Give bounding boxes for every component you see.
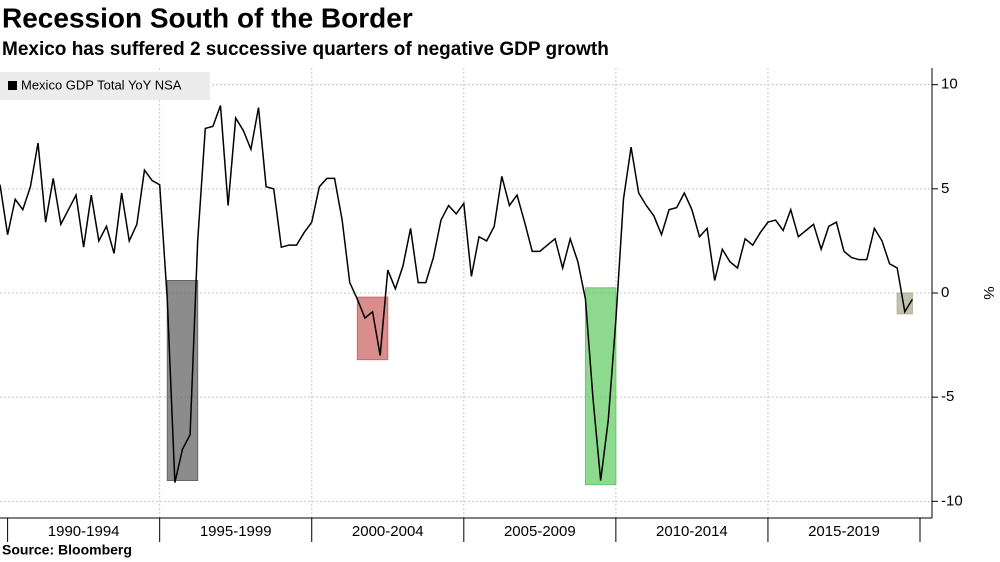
x-tick-label: 2015-2019 xyxy=(808,523,880,540)
legend-swatch xyxy=(8,81,17,90)
highlight xyxy=(896,292,913,315)
x-tick-label: 1995-1999 xyxy=(200,523,272,540)
y-tick-label: 5 xyxy=(941,180,949,197)
y-tick-label: 10 xyxy=(941,76,958,93)
y-tick-label: -10 xyxy=(941,492,963,509)
x-tick-label: 2005-2009 xyxy=(504,523,576,540)
legend-box xyxy=(0,72,210,100)
source: Source: Bloomberg xyxy=(2,542,132,558)
y-tick-label: -5 xyxy=(941,388,954,405)
x-tick-label: 2000-2004 xyxy=(352,523,424,540)
x-tick-label: 2010-2014 xyxy=(656,523,728,540)
line xyxy=(0,105,914,483)
legend: Mexico GDP Total YoY NSA xyxy=(0,72,210,100)
y-axis-label: % xyxy=(980,286,997,299)
chart-title: Recession South of the Border xyxy=(2,2,413,33)
y-tick-label: 0 xyxy=(941,284,949,301)
chart-subtitle: Mexico has suffered 2 successive quarter… xyxy=(2,39,609,60)
x-tick-label: 1990-1994 xyxy=(48,523,120,540)
legend-label: Mexico GDP Total YoY NSA xyxy=(21,77,182,92)
